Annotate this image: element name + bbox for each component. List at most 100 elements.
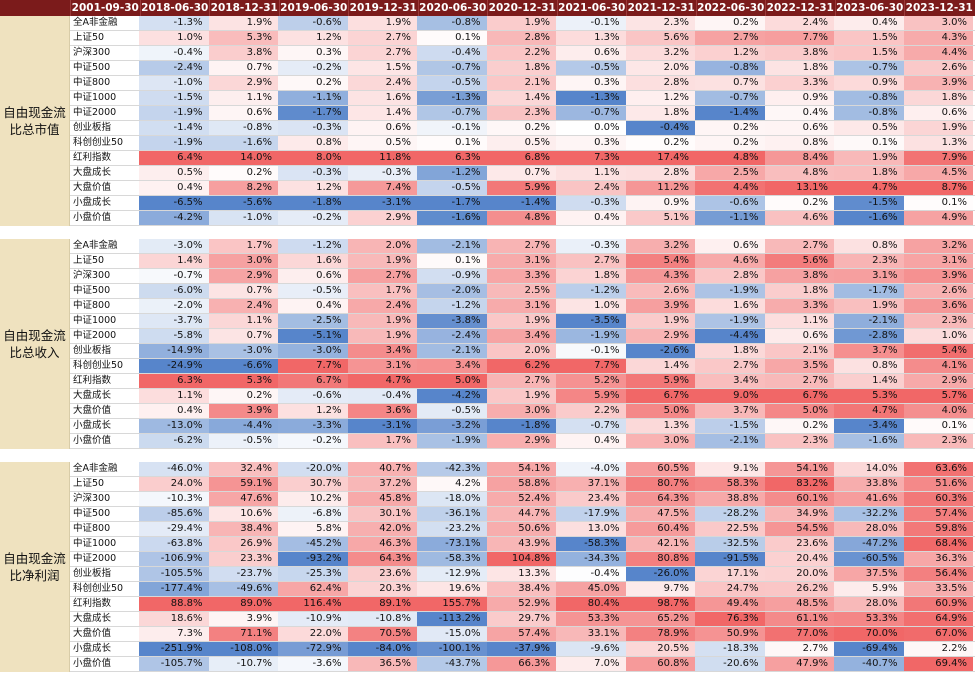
table-cell: 3.2% [903,239,973,253]
table-cell: -0.7% [695,91,765,105]
table-row: 红利指数 6.4% 14.0% 8.0% 11.8% 6.3% 6.8% 7.3% 17.4% 4… [70,151,975,166]
table-cell: 3.9% [625,299,695,313]
table-cell: 17.4% [625,151,695,165]
table-cell: 44.7% [486,507,556,521]
table-cell: -0.4% [347,389,417,403]
table-cell: -10.3% [139,492,209,506]
table-cell: 28.0% [834,522,904,536]
table-row: 中证500 -6.0% 0.7% -0.5% 1.7% -2.0% 2.5% -1.2% 2.6… [70,284,975,299]
table-cell: 3.0% [486,404,556,418]
table-cell: 5.4% [903,344,973,358]
table-cell: -0.5% [208,434,278,448]
table-cell: 7.7% [278,359,348,373]
table-cell: -0.4% [139,46,209,60]
table-cell: 1.0% [556,299,626,313]
table-cell: 2.7% [347,269,417,283]
table-cell: 0.1% [417,254,487,268]
table-cell: 0.5% [347,136,417,150]
table-cell: 57.4% [486,627,556,641]
column-header: 2001-09-30 [70,0,139,16]
table-row: 沪深300 -0.7% 2.9% 0.6% 2.7% -0.9% 3.3% 1.8% 4.3% 2… [70,269,975,284]
table-cell: -1.1% [695,211,765,225]
table-cell: 0.9% [834,76,904,90]
table-cell: -12.9% [417,567,487,581]
table-cell: 2.6% [903,61,973,75]
table-cell: 0.6% [556,46,626,60]
table-cell: -0.6% [278,389,348,403]
table-cell: 1.4% [486,91,556,105]
table-row: 大盘成长 0.5% 0.2% -0.3% -0.3% -1.2% 0.7% 1.1% 2.8% 2… [70,166,975,181]
table-cell: 43.9% [486,537,556,551]
column-header: 2023-12-31 [904,0,973,16]
table-cell: 8.2% [208,181,278,195]
table-cell: 2.3% [764,434,834,448]
table-cell: -20.0% [278,462,348,476]
table-cell: 26.2% [764,582,834,596]
table-cell: 2.0% [486,344,556,358]
table-row: 中证2000 -5.8% 0.7% -5.1% 1.9% -2.4% 3.4% -1.9% 2.… [70,329,975,344]
table-cell: 1.5% [834,31,904,45]
section-label: 自由现金流比总市值 [0,16,70,226]
table-cell: 0.3% [556,76,626,90]
table-cell: 0.0% [556,121,626,135]
table-cell: 3.7% [695,404,765,418]
table-row: 红利指数 6.3% 5.3% 6.7% 4.7% 5.0% 2.7% 5.2% 5.9% 3.4%… [70,374,975,389]
table-cell: 4.4% [695,181,765,195]
table-row: 小盘价值 -105.7% -10.7% -3.6% 36.5% -43.7% 66.3% 7.… [70,657,975,672]
table-cell: -3.8% [417,314,487,328]
table-cell: 3.5% [764,359,834,373]
row-name: 小盘成长 [73,197,112,208]
table-cell: 1.6% [278,254,348,268]
table-cell: 63.6% [903,462,973,476]
table-cell: -3.0% [208,344,278,358]
table-cell: 1.9% [347,254,417,268]
table-cell: -32.5% [695,537,765,551]
table-cell: 33.1% [556,627,626,641]
table-cell: 5.6% [625,31,695,45]
table-cell: 64.3% [347,552,417,566]
table-cell: 53.3% [556,612,626,626]
table-cell: 1.8% [695,344,765,358]
table-row: 大盘价值 0.4% 3.9% 1.2% 3.6% -0.5% 3.0% 2.2% 5.0% 3.7… [70,404,975,419]
table-cell: 89.1% [347,597,417,611]
table-cell: -15.0% [417,627,487,641]
table-cell: 60.3% [903,492,973,506]
table-cell: -0.2% [278,211,348,225]
row-name: 创业板指 [73,345,112,356]
table-cell: -6.6% [208,359,278,373]
table-row: 科创创业50 -24.9% -6.6% 7.7% 3.1% 3.4% 6.2% 7.7% 1.4… [70,359,975,374]
table-cell: 54.1% [486,462,556,476]
table-cell: -84.0% [347,642,417,656]
table-cell: -0.8% [208,121,278,135]
column-header: 2023-06-30 [834,0,904,16]
table-cell: 6.8% [486,151,556,165]
table-cell: 4.9% [903,211,973,225]
table-row: 红利指数 88.8% 89.0% 116.4% 89.1% 155.7% 52.9% 80.4… [70,597,975,612]
table-cell: 47.6% [208,492,278,506]
column-header: 2020-06-30 [417,0,487,16]
table-cell: 2.7% [486,239,556,253]
table-cell: 3.8% [208,46,278,60]
table-cell: 5.9% [625,374,695,388]
table-cell: -1.7% [834,284,904,298]
table-cell: 3.8% [764,269,834,283]
table-cell: 54.5% [764,522,834,536]
table-cell: -58.3% [417,552,487,566]
table-cell: 4.7% [834,181,904,195]
table-row: 小盘成长 -6.5% -5.6% -1.8% -3.1% -1.7% -1.4% -0.3% 0… [70,196,975,211]
table-cell: 80.7% [625,477,695,491]
table-cell: 3.0% [208,254,278,268]
table-row: 中证800 -1.0% 2.9% 0.2% 2.4% -0.5% 2.1% 0.3% 2.8% 0… [70,76,975,91]
table-cell: 2.2% [903,642,973,656]
table-cell: 66.3% [486,657,556,671]
table-cell: 28.0% [834,597,904,611]
table-cell: 0.6% [903,106,973,120]
column-header: 2018-06-30 [139,0,209,16]
table-cell: 23.6% [347,567,417,581]
table-cell: 13.3% [486,567,556,581]
table-cell: 1.2% [278,404,348,418]
table-cell: 6.4% [139,151,209,165]
table-cell: 2.4% [347,299,417,313]
table-cell: -23.2% [417,522,487,536]
row-name: 科创创业50 [73,583,124,594]
